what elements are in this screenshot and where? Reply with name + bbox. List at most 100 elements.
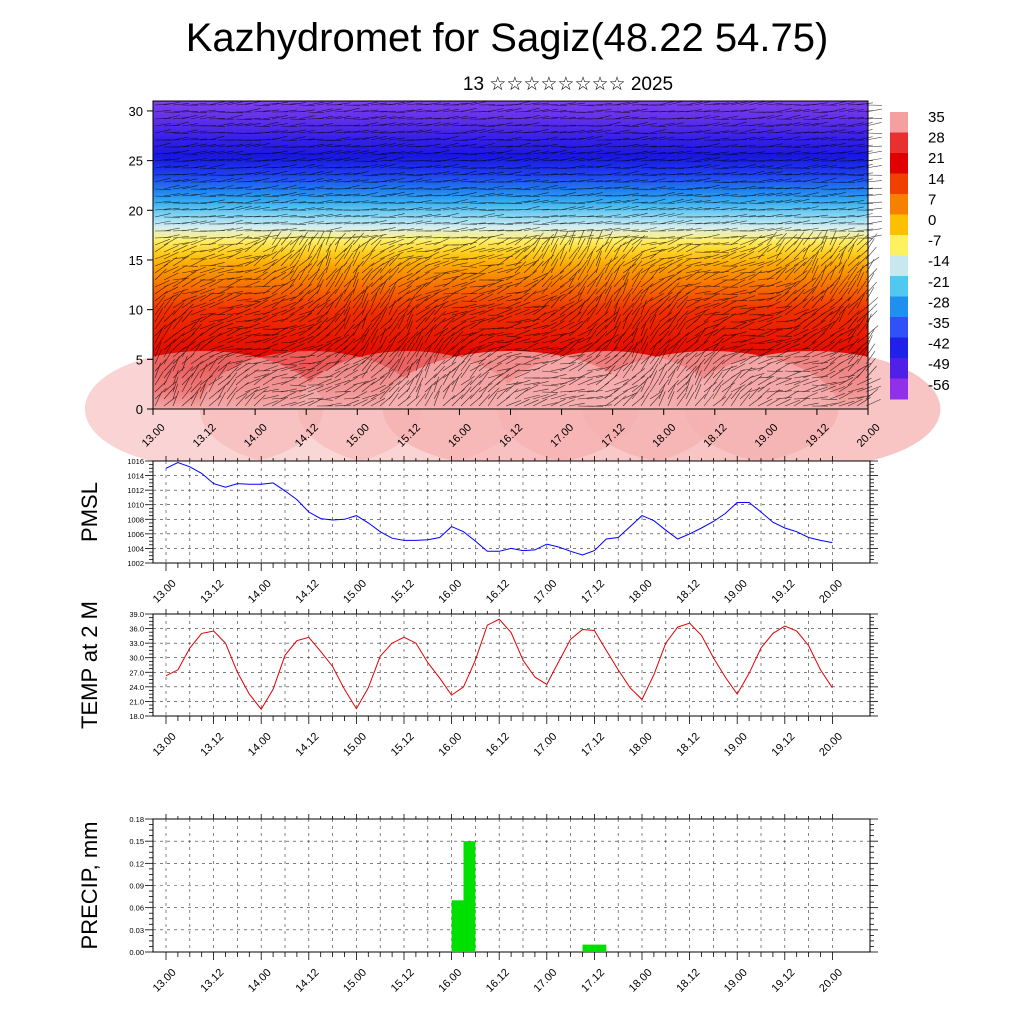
x-tick-label: 13.00 [151,967,179,995]
x-tick-label: 14.00 [246,967,274,995]
y-tick-label: 1016 [127,457,144,466]
colorbar-cell [890,112,908,133]
x-tick-label: 14.12 [294,967,322,995]
x-tick-label: 13.12 [198,967,226,995]
heatmap-y-tick-label: 5 [136,352,143,367]
panel-precip-mm: 0.18 0.15 0.12 0.09 0.06 0.03 0.00 13.00 13.12 14… [77,814,878,995]
grid [153,461,870,563]
colorbar-label: 28 [928,130,945,147]
y-axis-label: PMSL [77,482,102,542]
series-line [165,618,833,711]
y-tick-label: 1014 [127,472,144,481]
heatmap-y-tick-label: 10 [129,303,143,318]
x-tick-label: 19.00 [722,967,750,995]
heatmap-y-tick-label: 30 [129,104,143,119]
colorbar-cell [890,132,908,154]
y-tick-label: 33.0 [129,639,144,648]
colorbar-label: -28 [928,294,950,311]
x-tick-label: 14.00 [246,578,274,606]
x-tick-label: 17.12 [579,731,607,759]
heatmap-y-tick-label: 0 [136,402,143,417]
page-title: Kazhydromet for Sagiz(48.22 54.75) [185,16,829,60]
colorbar-label: -7 [928,233,941,250]
x-tick-label: 17.12 [579,967,607,995]
colorbar-cell [890,276,908,297]
y-tick-label: 1006 [127,530,144,539]
x-tick-label: 18.12 [674,967,702,995]
colorbar-label: -56 [928,377,950,394]
precip-bar [463,841,476,952]
x-tick-label: 19.00 [722,578,750,606]
y-tick-label: 0.03 [129,926,144,935]
x-tick-label: 19.12 [770,731,798,759]
x-tick-label: 18.00 [627,578,655,606]
colorbar-cell [890,173,908,195]
y-tick-label: 39.0 [129,610,144,619]
x-tick-label: 16.00 [436,967,464,995]
x-tick-label: 20.00 [817,967,845,995]
colorbar-cell [890,378,908,400]
y-tick-label: 18.0 [129,712,144,721]
x-tick-label: 14.12 [294,578,322,606]
y-tick-label: 36.0 [129,625,144,634]
y-tick-label: 0.12 [129,859,144,868]
x-tick-label: 14.12 [294,731,322,759]
colorbar-label: 14 [928,171,945,188]
colorbar-cell [890,214,908,236]
colorbar-cell [890,235,908,256]
x-tick-label: 15.12 [389,578,417,606]
colorbar-label: 7 [928,191,936,208]
colorbar-cell [890,337,908,359]
x-tick-label: 18.12 [674,731,702,759]
panel-pmsl: 1016 1014 1012 1010 1008 1006 1004 1002 13.00 13.… [77,456,878,606]
y-axis-label: PRECIP, mm [77,822,102,950]
x-tick-label: 13.12 [198,578,226,606]
colorbar-label: 0 [928,212,936,229]
x-tick-label: 19.12 [770,967,798,995]
x-tick-label: 14.00 [246,731,274,759]
x-tick-label: 18.00 [627,967,655,995]
colorbar-cell [890,255,908,277]
colorbar-cell [890,358,908,379]
colorbar-label: -49 [928,356,950,373]
y-tick-label: 1002 [127,559,144,568]
heatmap-y-tick-label: 15 [129,253,143,268]
colorbar-label: -14 [928,253,950,270]
precip-bar [582,944,595,952]
wind-barbs [154,100,883,407]
x-tick-label: 17.12 [579,578,607,606]
colorbar-label: -42 [928,336,950,353]
colorbar-label: -35 [928,315,950,332]
x-tick-label: 15.00 [341,731,369,759]
y-tick-label: 1010 [127,501,144,510]
y-tick-label: 0.15 [129,837,144,846]
x-tick-label: 13.12 [198,731,226,759]
x-tick-label: 19.12 [770,578,798,606]
x-tick-label: 16.00 [436,578,464,606]
x-tick-label: 17.00 [532,578,560,606]
colorbar-label: -21 [928,274,950,291]
x-tick-label: 15.12 [389,731,417,759]
panel-frame [152,460,871,564]
x-tick-label: 16.12 [484,967,512,995]
x-tick-label: 15.00 [341,967,369,995]
x-tick-label: 16.00 [436,731,464,759]
y-tick-label: 27.0 [129,668,144,677]
page-subtitle: 13 ☆☆☆☆☆☆☆☆ 2025 [462,74,674,95]
y-tick-label: 21.0 [129,697,144,706]
x-tick-label: 17.00 [532,731,560,759]
colorbar-label: 21 [928,150,945,167]
x-tick-label: 15.12 [389,967,417,995]
colorbar-cell [890,317,908,338]
colorbar-cell [890,153,908,174]
x-tick-label: 20.00 [817,731,845,759]
y-tick-label: 0.09 [129,882,144,891]
panel-frame [152,613,871,717]
y-tick-label: 1012 [127,486,144,495]
x-tick-label: 16.12 [484,578,512,606]
colorbar-cell [890,194,908,215]
y-tick-label: 0.00 [129,948,144,957]
x-tick-label: 15.00 [341,578,369,606]
